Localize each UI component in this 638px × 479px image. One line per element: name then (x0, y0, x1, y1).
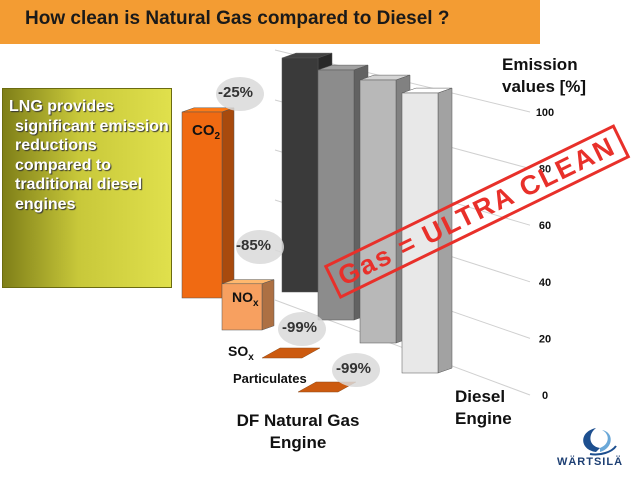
diesel-engine-label-line2: Engine (455, 409, 512, 428)
title-bar: How clean is Natural Gas compared to Die… (0, 0, 540, 44)
chart-bars (181, 52, 453, 393)
reduction-sox: -99% (282, 319, 318, 336)
bar-gas-sox (261, 347, 321, 359)
label-nox-text: NO (232, 289, 253, 305)
slide-title: How clean is Natural Gas compared to Die… (25, 8, 450, 29)
gas-engine-label-line1: DF Natural Gas (236, 411, 360, 430)
reduction-bubble (332, 353, 380, 387)
bar-diesel-sox (359, 79, 397, 344)
y-tick-label: 20 (539, 333, 551, 345)
label-nox-sub: x (253, 297, 259, 309)
bar-gas-nox-side (261, 279, 275, 331)
y-axis-title-line2: values [%] (502, 77, 587, 96)
callout-box: LNG provides significant emission reduct… (2, 88, 172, 288)
label-particulates: Particulates (233, 371, 307, 386)
y-tick-label: 40 (539, 277, 551, 289)
reduction-bubble (278, 312, 326, 346)
bar-diesel-particulates (401, 92, 439, 374)
bar-diesel-nox (317, 69, 355, 321)
y-tick-label: 60 (539, 220, 551, 232)
bar-gas-co2 (181, 111, 223, 299)
bar-diesel-co2 (281, 57, 319, 293)
bar-gas-nox (221, 283, 263, 331)
gas-engine-label: DF Natural Gas Engine (218, 410, 378, 454)
wartsila-logo-icon (583, 428, 617, 456)
wartsila-logo-text: WÄRTSILÄ (556, 456, 624, 468)
label-sox-sub: x (248, 351, 254, 363)
reduction-nox: -85% (236, 237, 272, 254)
label-sox: SOx (228, 343, 254, 363)
wartsila-logo: WÄRTSILÄ (550, 422, 630, 472)
y-tick-label: 100 (536, 107, 554, 119)
label-co2-text: CO (192, 122, 215, 139)
reduction-bubble (216, 77, 264, 111)
reduction-particulates: -99% (336, 360, 372, 377)
bar-gas-co2-side (221, 107, 235, 299)
diesel-engine-label-line1: Diesel (455, 387, 506, 406)
gas-engine-label-line2: Engine (269, 433, 327, 452)
y-axis-title: Emission values [%] (502, 54, 586, 98)
reduction-co2: -25% (218, 84, 254, 101)
label-nox: NOx (232, 289, 259, 309)
reduction-bubble (236, 230, 284, 264)
y-tick-label: 80 (539, 164, 551, 176)
label-co2-sub: 2 (214, 131, 221, 142)
y-axis-title-line1: Emission (502, 55, 578, 74)
y-tick-label: 0 (542, 390, 548, 402)
label-sox-text: SO (228, 343, 249, 359)
chart-ticks: 0 20 40 60 80 100 (536, 107, 554, 402)
label-co2: CO2 (192, 122, 220, 142)
callout-text: LNG provides significant emission reduct… (9, 98, 169, 213)
diesel-engine-label: Diesel Engine (455, 386, 512, 430)
